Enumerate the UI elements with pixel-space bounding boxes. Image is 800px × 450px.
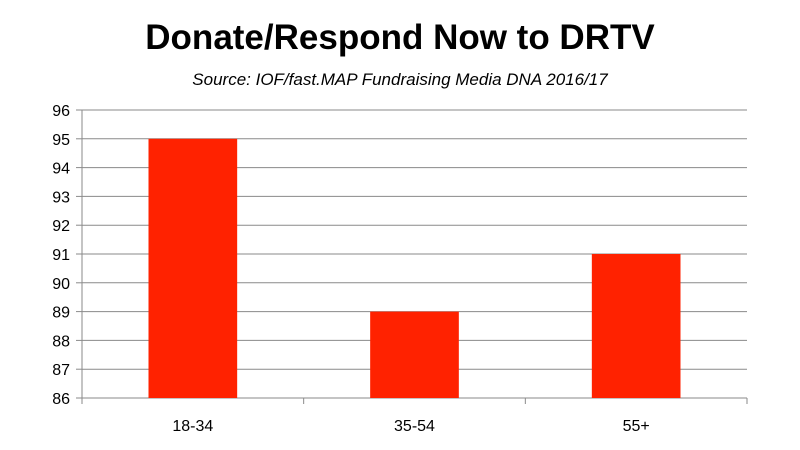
y-tick-label: 96 [52, 103, 70, 120]
y-tick-label: 92 [52, 218, 70, 235]
chart-subtitle: Source: IOF/fast.MAP Fundraising Media D… [192, 70, 608, 89]
x-tick-label: 35-54 [394, 418, 435, 435]
y-tick-label: 94 [52, 161, 70, 178]
y-tick-label: 87 [52, 362, 70, 379]
y-tick-label: 89 [52, 305, 70, 322]
chart-title: Donate/Respond Now to DRTV [145, 18, 655, 57]
y-tick-label: 91 [52, 247, 70, 264]
y-tick-label: 88 [52, 333, 70, 350]
bar-18-34 [148, 138, 238, 399]
bar-35-54 [370, 311, 459, 398]
y-tick-label: 95 [52, 132, 70, 149]
y-tick-label: 90 [52, 276, 70, 293]
x-tick-label: 18-34 [172, 418, 213, 435]
y-tick-label: 86 [52, 391, 70, 408]
x-tick-label: 55+ [623, 418, 650, 435]
bar-55+ [591, 254, 681, 398]
y-tick-label: 93 [52, 189, 70, 206]
